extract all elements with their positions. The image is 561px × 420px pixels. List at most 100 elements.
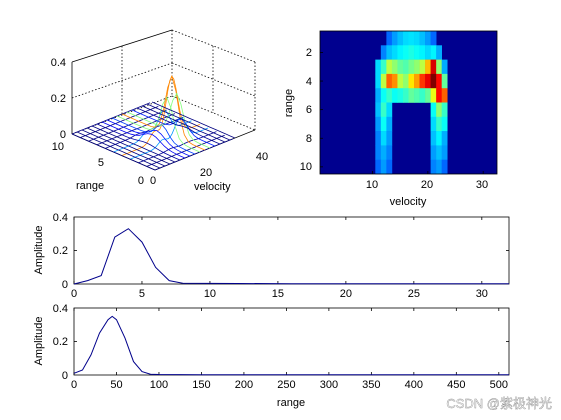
heatmap-cell <box>408 45 415 60</box>
heatmap-cell <box>380 116 387 132</box>
heatmap-cell <box>430 31 437 46</box>
range-tick-label: 4 <box>306 76 312 88</box>
x-tick-label: 50 <box>110 379 122 391</box>
surface-mesh-line <box>141 105 226 143</box>
heatmap-cell <box>391 88 398 103</box>
heatmap-cell <box>397 45 404 60</box>
x-tick-label: 400 <box>405 379 423 391</box>
surface-mesh-line <box>91 125 176 163</box>
heatmap-cell <box>441 159 448 175</box>
heatmap-cell <box>386 159 393 175</box>
y-tick-label: 0.4 <box>53 212 68 224</box>
surface-box-grid <box>71 29 256 171</box>
line-panel-2-x-tick-labels: 0 50 100 150 200 250 300 350 400 450 500 <box>71 379 508 391</box>
x-tick-label: 30 <box>476 288 488 300</box>
heatmap-cell <box>419 31 426 46</box>
heatmap-cell <box>402 59 409 75</box>
heatmap-cell <box>380 102 387 118</box>
heatmap-cell <box>386 59 393 75</box>
amplitude-line-series <box>73 315 509 376</box>
heatmap-cell <box>375 102 382 118</box>
line-panel-2-frame <box>73 307 510 376</box>
y-tick-label: 0 <box>62 370 68 382</box>
x-tick-label: 250 <box>277 379 295 391</box>
y-tick-label: 0.4 <box>53 303 68 315</box>
z-tick-label: 0.4 <box>51 57 66 69</box>
heatmap-cell <box>380 145 387 160</box>
heatmap-cell <box>380 88 387 103</box>
heatmap-cell <box>441 145 448 160</box>
heatmap-cell <box>441 131 448 146</box>
heatmap-cell <box>436 59 442 75</box>
surface-mesh-line <box>101 121 186 159</box>
x-tick-label: 10 <box>204 288 216 300</box>
heatmap-cell <box>425 73 431 89</box>
surface-mesh-line <box>138 131 217 164</box>
heatmap-cell <box>414 31 420 46</box>
heatmap-cell <box>397 73 404 89</box>
surface-mesh-line <box>81 129 166 167</box>
heatmap-cell <box>375 73 382 89</box>
x-tick-label: 100 <box>150 379 168 391</box>
velocity-tick-label: 40 <box>256 151 268 163</box>
heatmap-ticks <box>320 52 484 174</box>
heatmap-cell <box>386 31 393 46</box>
line-panel-2-y-label: Amplitude <box>33 317 45 366</box>
x-tick-label: 20 <box>340 288 352 300</box>
amplitude-line-series <box>73 228 509 285</box>
x-tick-label: 300 <box>320 379 338 391</box>
heatmap-frame <box>319 30 498 175</box>
x-tick-label: 15 <box>272 288 284 300</box>
heatmap-cell <box>419 88 426 103</box>
heatmap-cell <box>402 88 409 103</box>
heatmap-cell <box>391 73 398 89</box>
heatmap-cell <box>441 116 448 132</box>
surface-mesh-line <box>151 101 236 139</box>
surface-mesh-line <box>136 107 221 145</box>
heatmap-cell <box>397 59 404 75</box>
heatmap-cell <box>386 45 393 60</box>
x-tick-label: 500 <box>490 379 508 391</box>
heatmap-cell <box>402 31 409 46</box>
heatmap-cell <box>408 31 415 46</box>
velocity-tick-label: 0 <box>150 175 156 187</box>
surface-mesh-line <box>71 133 156 171</box>
heatmap-cell <box>375 59 382 75</box>
heatmap-cell <box>397 31 404 46</box>
surface-mesh-line <box>146 103 231 141</box>
heatmap-cell <box>436 45 442 60</box>
heatmap-cell <box>430 145 437 160</box>
heatmap-cell <box>436 159 442 175</box>
line-panel-1-frame <box>73 216 510 285</box>
heatmap-cell <box>430 102 437 118</box>
surface-mesh-line <box>116 96 201 153</box>
surface-mesh-line <box>86 127 171 165</box>
heatmap-cell <box>375 159 382 175</box>
heatmap-cell <box>386 73 393 89</box>
heatmap-cell <box>436 145 442 160</box>
heatmap-panel: 2 4 6 8 10 10 20 30 velocity range <box>283 30 498 208</box>
heatmap-cell <box>430 159 437 175</box>
surface-mesh-line <box>121 74 206 151</box>
y-tick-label: 0 <box>62 279 68 291</box>
heatmap-cell <box>419 59 426 75</box>
heatmap-cell <box>386 88 393 103</box>
x-tick-label: 5 <box>139 288 145 300</box>
heatmap-cells <box>375 31 448 175</box>
x-tick-label: 25 <box>408 288 420 300</box>
heatmap-cell <box>375 131 382 146</box>
heatmap-cell <box>414 59 420 75</box>
surface-mesh-line <box>126 92 211 149</box>
z-tick-label: 0.2 <box>51 93 66 105</box>
heatmap-cell <box>441 102 448 118</box>
x-tick-label: 0 <box>71 379 77 391</box>
heatmap-cell <box>375 88 382 103</box>
y-tick-label: 0.2 <box>53 336 68 348</box>
heatmap-cell <box>430 131 437 146</box>
heatmap-cell <box>375 145 382 160</box>
heatmap-cell <box>419 73 426 89</box>
heatmap-cell <box>386 131 393 146</box>
z-tick-label: 0 <box>60 129 66 141</box>
range-axis-label: range <box>76 180 104 192</box>
heatmap-cell <box>425 88 431 103</box>
